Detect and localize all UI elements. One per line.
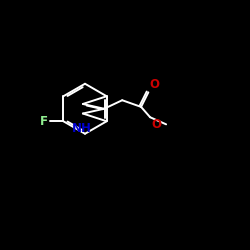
Text: F: F	[40, 115, 48, 128]
Text: O: O	[150, 78, 160, 91]
Text: O: O	[151, 118, 161, 132]
Text: NH: NH	[72, 122, 92, 134]
